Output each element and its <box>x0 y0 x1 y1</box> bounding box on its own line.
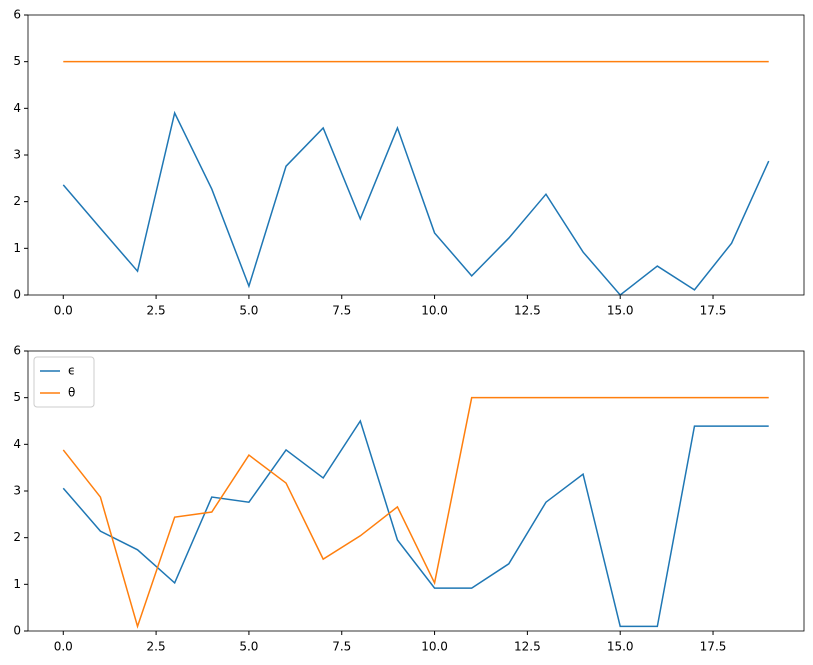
x-tick-label: 12.5 <box>514 640 541 654</box>
x-tick-label: 5.0 <box>239 304 258 318</box>
legend: ϵθ <box>33 356 95 408</box>
x-tick-label: 0.0 <box>54 304 73 318</box>
y-tick-label: 6 <box>13 8 21 22</box>
y-tick-label: 2 <box>13 530 21 544</box>
line-series <box>62 419 769 628</box>
x-tick-label: 17.5 <box>700 640 727 654</box>
x-tick-label: 10.0 <box>421 640 448 654</box>
y-tick-label: 5 <box>13 54 21 68</box>
line-series <box>62 396 769 629</box>
x-tick-label: 2.5 <box>147 304 166 318</box>
y-tick-label: 5 <box>13 390 21 404</box>
legend-label: ϵ <box>68 364 75 378</box>
y-tick-label: 6 <box>13 344 21 358</box>
line-series <box>62 110 770 297</box>
x-tick-label: 10.0 <box>421 304 448 318</box>
y-tick-label: 1 <box>13 241 21 255</box>
x-tick-label: 2.5 <box>147 640 166 654</box>
y-tick-label: 2 <box>13 194 21 208</box>
x-tick-label: 12.5 <box>514 304 541 318</box>
x-tick-label: 17.5 <box>700 304 727 318</box>
legend-label: θ <box>68 386 75 400</box>
y-tick-label: 0 <box>13 624 21 638</box>
y-tick-label: 4 <box>13 101 21 115</box>
x-tick-label: 7.5 <box>332 640 351 654</box>
y-tick-label: 3 <box>13 148 21 162</box>
axes-frame <box>27 350 805 632</box>
y-tick-label: 4 <box>13 437 21 451</box>
y-tick-label: 3 <box>13 484 21 498</box>
x-tick-label: 15.0 <box>607 304 634 318</box>
legend-frame <box>33 356 95 408</box>
y-tick-label: 0 <box>13 288 21 302</box>
axes-frame <box>27 14 805 296</box>
y-tick-label: 1 <box>13 577 21 591</box>
x-tick-label: 7.5 <box>332 304 351 318</box>
x-tick-label: 5.0 <box>239 640 258 654</box>
x-tick-label: 0.0 <box>54 640 73 654</box>
x-tick-label: 15.0 <box>607 640 634 654</box>
